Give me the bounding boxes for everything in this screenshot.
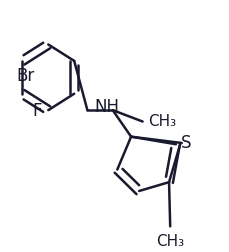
Text: Br: Br [17, 67, 35, 84]
Text: S: S [180, 133, 191, 151]
Text: F: F [32, 102, 41, 120]
Text: CH₃: CH₃ [148, 113, 176, 128]
Text: NH: NH [94, 98, 119, 116]
Text: CH₃: CH₃ [155, 233, 183, 248]
